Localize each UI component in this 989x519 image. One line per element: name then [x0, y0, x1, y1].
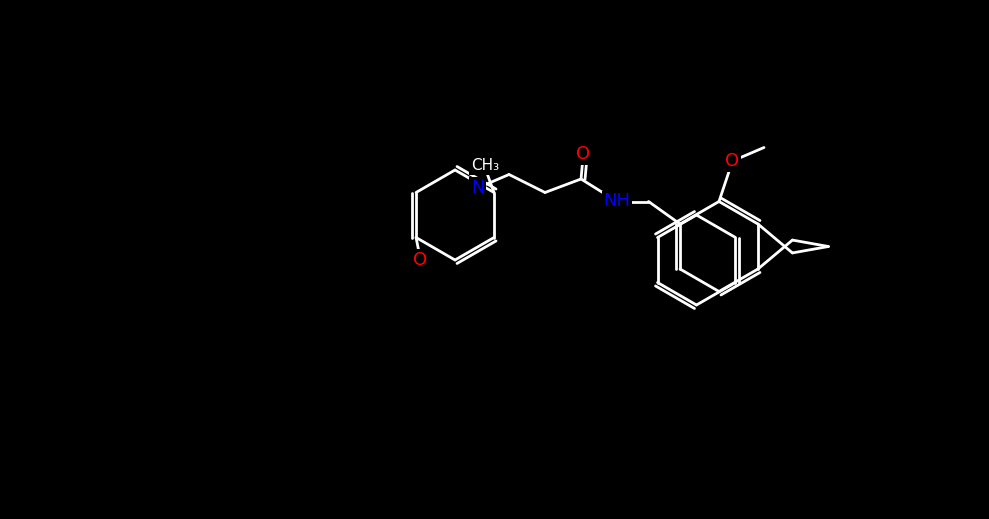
Text: O: O [413, 251, 427, 269]
Text: N: N [471, 179, 485, 197]
Text: O: O [577, 145, 590, 163]
Text: NH: NH [603, 193, 631, 211]
Text: CH₃: CH₃ [471, 158, 499, 173]
Text: O: O [726, 152, 740, 170]
